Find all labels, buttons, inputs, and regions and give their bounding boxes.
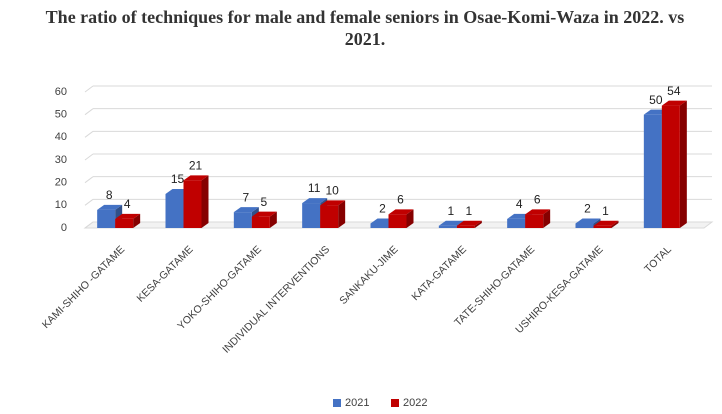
- grid-side: [84, 85, 94, 93]
- y-tick-label: 10: [55, 199, 67, 211]
- bar-top: [438, 220, 464, 226]
- y-tick-label: 20: [55, 177, 67, 189]
- grid-side: [84, 108, 94, 116]
- bar: [456, 225, 475, 228]
- bar-top: [233, 207, 259, 213]
- x-tick-label: TOTAL: [642, 243, 674, 275]
- bar-top: [251, 211, 277, 217]
- data-label: 1: [465, 204, 472, 218]
- legend-swatch: [333, 399, 341, 407]
- bar-top: [388, 209, 414, 215]
- data-label: 54: [667, 84, 681, 98]
- y-tick-label: 50: [55, 109, 67, 121]
- data-label: 7: [242, 190, 249, 204]
- bar-side: [133, 213, 141, 228]
- grid-side: [84, 130, 94, 138]
- data-label: 10: [325, 184, 339, 198]
- chart-title: The ratio of techniques for male and fem…: [45, 7, 685, 49]
- y-tick-label: 30: [55, 154, 67, 166]
- data-label: 2: [379, 202, 386, 216]
- y-tick-label: 0: [61, 222, 67, 234]
- bar-top: [115, 213, 141, 219]
- bar: [302, 203, 321, 228]
- bar: [575, 223, 594, 228]
- bar: [438, 225, 457, 228]
- bar-top: [593, 220, 619, 226]
- grid-side: [84, 221, 94, 229]
- data-label: 21: [189, 159, 203, 173]
- bar-side: [338, 200, 346, 228]
- bar: [507, 218, 526, 228]
- bar-top: [320, 200, 346, 206]
- x-tick-label: KATA-GATAME: [409, 244, 469, 304]
- bar-side: [406, 209, 414, 228]
- legend-label: 2022: [403, 397, 427, 409]
- grid-side: [84, 176, 94, 184]
- bar-top: [456, 220, 482, 226]
- grid-side: [84, 153, 94, 161]
- bar: [165, 194, 184, 228]
- x-tick-label: INDIVIDUAL INTERVENTIONS: [220, 244, 332, 356]
- bar-side: [543, 209, 551, 228]
- bar: [233, 212, 252, 228]
- x-tick-label: SANKAKU-JIME: [337, 244, 400, 307]
- bar: [320, 205, 339, 228]
- data-label: 1: [447, 204, 454, 218]
- bar-top: [97, 204, 123, 210]
- data-label: 8: [106, 188, 113, 202]
- data-label: 6: [397, 193, 404, 207]
- grid-side: [84, 198, 94, 206]
- data-label: 2: [584, 202, 591, 216]
- data-label: 6: [534, 193, 541, 207]
- data-label: 4: [516, 197, 523, 211]
- x-tick-label: KESA-GATAME: [135, 244, 196, 305]
- bar-top: [183, 175, 209, 181]
- data-label: 15: [171, 172, 185, 186]
- bar: [115, 218, 134, 228]
- bar-top: [661, 100, 687, 106]
- bar-side: [269, 211, 277, 228]
- legend-label: 2021: [345, 397, 369, 409]
- bar: [370, 223, 389, 228]
- bar-side: [611, 220, 619, 228]
- legend-swatch: [391, 399, 399, 407]
- bar-top: [525, 209, 551, 215]
- bar: [525, 214, 544, 228]
- bar: [388, 214, 407, 228]
- y-tick-label: 60: [55, 86, 67, 98]
- x-tick-label: KAMI-SHIHO -GATAME: [40, 244, 127, 331]
- data-label: 50: [649, 93, 663, 107]
- bar: [643, 114, 662, 228]
- bar-side: [474, 220, 482, 228]
- bar: [593, 225, 612, 228]
- data-label: 1: [602, 204, 609, 218]
- bar: [183, 180, 202, 228]
- data-label: 4: [124, 197, 131, 211]
- bar-side: [679, 100, 687, 228]
- bar-top: [302, 198, 328, 204]
- y-tick-label: 40: [55, 131, 67, 143]
- bar: [97, 209, 116, 228]
- data-label: 11: [308, 181, 321, 195]
- data-label: 5: [260, 195, 267, 209]
- bar: [251, 216, 270, 228]
- bar-top: [575, 218, 601, 224]
- bar-side: [201, 175, 209, 228]
- bar: [661, 105, 680, 228]
